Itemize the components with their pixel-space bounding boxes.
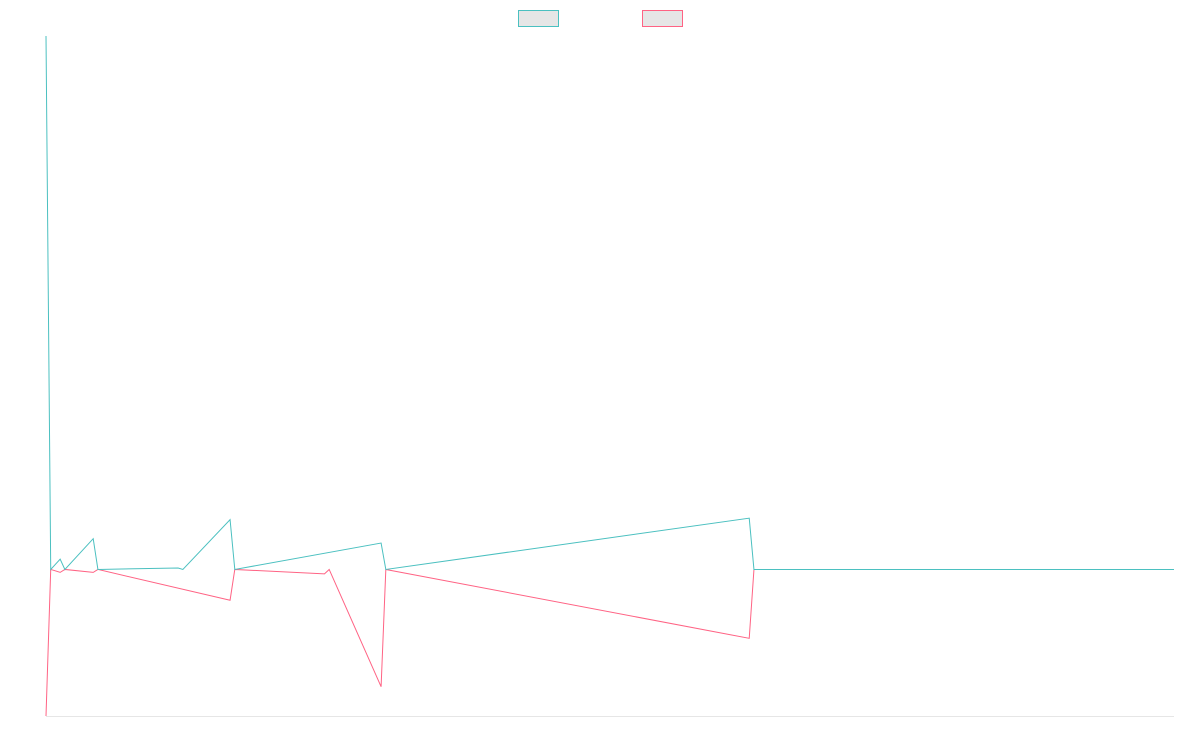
legend-swatch-2[interactable] [642,10,683,27]
legend-swatch-1[interactable] [518,10,559,27]
series-line-2 [45,568,1174,717]
legend [518,10,683,27]
series-line-1 [45,35,1174,571]
series-layer [45,35,1174,717]
